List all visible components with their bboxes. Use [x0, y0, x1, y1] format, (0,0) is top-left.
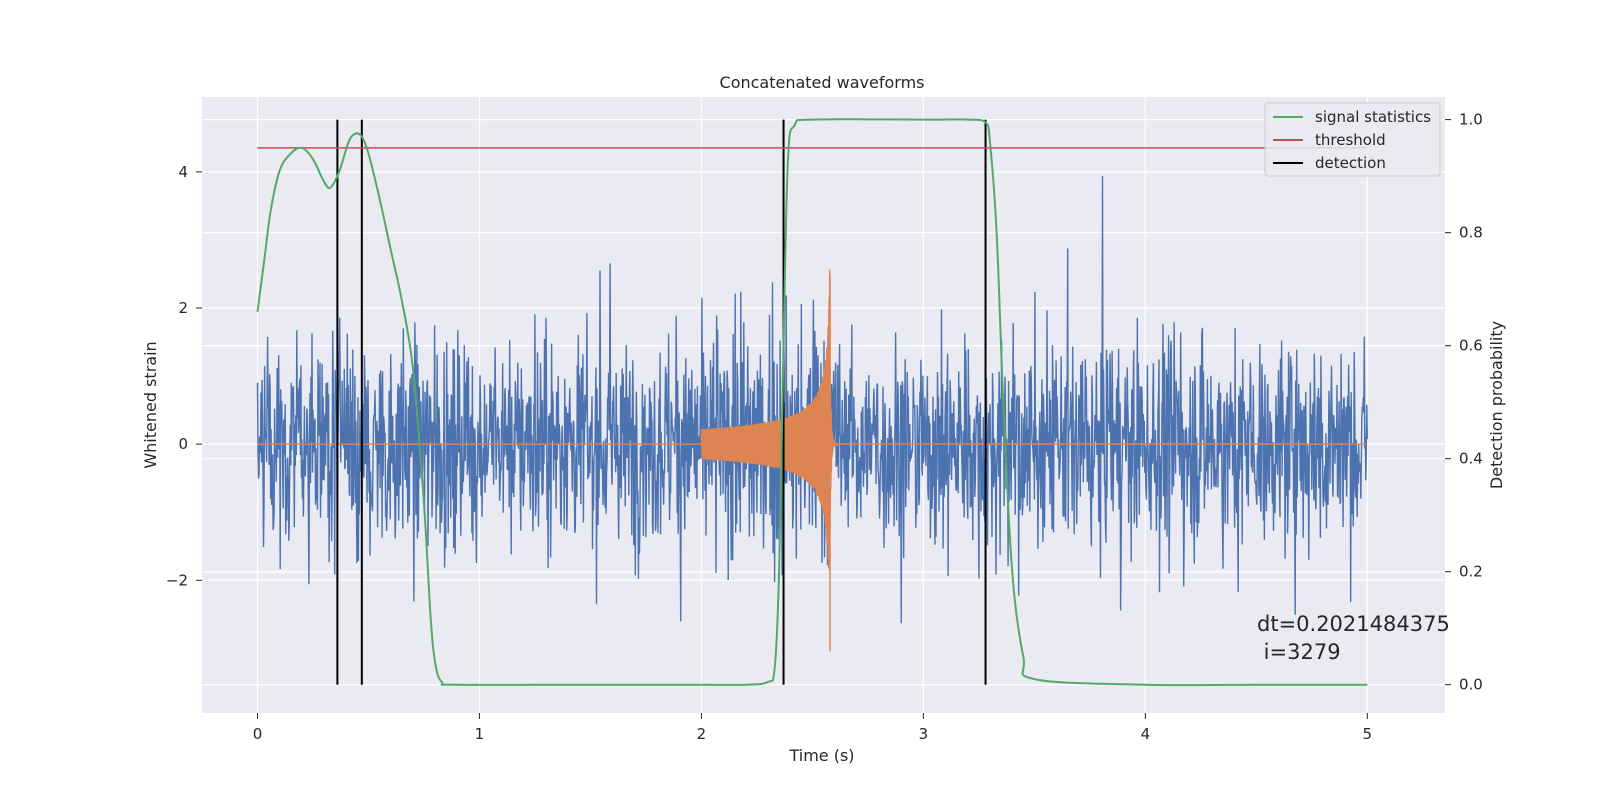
legend: signal statistics threshold detection [1264, 102, 1441, 177]
noise-series-line [256, 176, 1368, 624]
x-tick-label: 4 [1141, 725, 1151, 743]
y-axis-ticks: −2 0 2 4 [166, 163, 202, 589]
annotation-index: i=3279 [1257, 640, 1341, 664]
y-right-tick-label: 0.8 [1459, 224, 1483, 242]
annotation: dt=0.2021484375 i=3279 [1257, 612, 1450, 664]
legend-box [1264, 102, 1441, 177]
template-series-line [257, 269, 1368, 652]
signal-statistics-line [256, 118, 1368, 687]
detection-lines [336, 119, 987, 685]
x-axis-label: Time (s) [788, 746, 854, 765]
legend-label-signal-statistics: signal statistics [1315, 108, 1431, 126]
y-axis-right-label: Detection probability [1487, 321, 1506, 489]
y-tick-label: 0 [178, 435, 188, 453]
y-tick-label: −2 [166, 571, 188, 589]
y-right-tick-label: 0.0 [1459, 676, 1483, 694]
plot-area [256, 118, 1368, 687]
x-tick-label: 2 [697, 725, 707, 743]
y-right-tick-label: 0.4 [1459, 450, 1483, 468]
chart-title: Concatenated waveforms [720, 73, 925, 92]
annotation-dt: dt=0.2021484375 [1257, 612, 1450, 636]
x-tick-label: 0 [253, 725, 263, 743]
x-axis-ticks: 0 1 2 3 4 5 [253, 713, 1372, 743]
x-tick-label: 1 [475, 725, 485, 743]
y-tick-label: 4 [178, 163, 188, 181]
legend-label-detection: detection [1315, 154, 1386, 172]
x-tick-label: 3 [919, 725, 929, 743]
legend-label-threshold: threshold [1315, 131, 1386, 149]
x-tick-label: 5 [1363, 725, 1373, 743]
y-right-tick-label: 0.6 [1459, 337, 1483, 355]
y-tick-label: 2 [178, 299, 188, 317]
y-axis-right-ticks: 0.0 0.2 0.4 0.6 0.8 1.0 [1445, 111, 1483, 694]
y-right-tick-label: 0.2 [1459, 563, 1483, 581]
y-axis-label: Whitened strain [141, 341, 160, 468]
y-right-tick-label: 1.0 [1459, 111, 1483, 129]
